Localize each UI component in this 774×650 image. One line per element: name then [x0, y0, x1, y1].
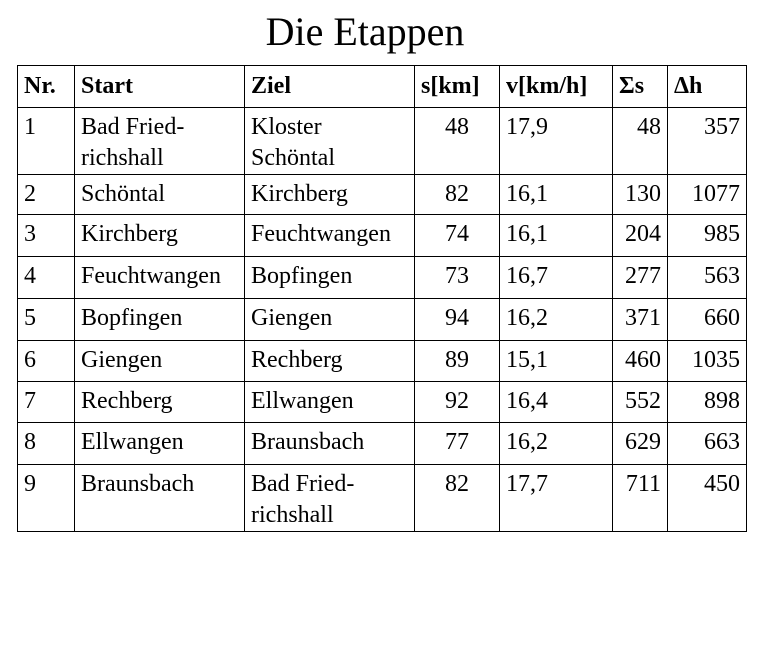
table-cell: 711 [612, 464, 668, 532]
table-row: 9 Braunsbach Bad Fried- richshall 82 17,7 711… [17, 464, 747, 532]
table-cell: Bad Fried- richshall [74, 107, 245, 175]
table-cell: 357 [667, 107, 747, 175]
table-cell: Giengen [74, 340, 245, 382]
table-cell: Kirchberg [244, 174, 415, 215]
table-cell: Bopfingen [74, 298, 245, 341]
stage-table: Nr. Start Ziel s[km] v[km/h] Σs Δh 1 Bad Fried-… [17, 65, 747, 532]
table-row: 2 Schöntal Kirchberg 82 16,1 130 1077 [17, 174, 747, 215]
table-cell: 15,1 [499, 340, 613, 382]
header-cell: Σs [612, 65, 668, 108]
table-cell: Feuchtwangen [74, 256, 245, 299]
table-row: 7 Rechberg Ellwangen 92 16,4 552 898 [17, 381, 747, 423]
header-row: Nr. Start Ziel s[km] v[km/h] Σs Δh [17, 65, 747, 108]
table-row: 4 Feuchtwangen Bopfingen 73 16,7 277 563 [17, 256, 747, 299]
table-cell: Ellwangen [74, 422, 245, 465]
table-cell: 629 [612, 422, 668, 465]
table-row: 5 Bopfingen Giengen 94 16,2 371 660 [17, 298, 747, 341]
table-row: 8 Ellwangen Braunsbach 77 16,2 629 663 [17, 422, 747, 465]
table-cell: Ellwangen [244, 381, 415, 423]
table-cell: Bad Fried- richshall [244, 464, 415, 532]
table-row: 1 Bad Fried- richshall Kloster Schöntal 48 1… [17, 107, 747, 175]
table-cell: 2 [17, 174, 75, 215]
table-cell: 74 [414, 214, 500, 257]
table-cell: 16,2 [499, 422, 613, 465]
table-cell: 660 [667, 298, 747, 341]
table-cell: 82 [414, 464, 500, 532]
table-cell: 73 [414, 256, 500, 299]
title: Die Etappen [265, 9, 465, 54]
table-cell: Rechberg [244, 340, 415, 382]
table-cell: 277 [612, 256, 668, 299]
table-cell: 9 [17, 464, 75, 532]
table-cell: 6 [17, 340, 75, 382]
table-cell: 552 [612, 381, 668, 423]
table-cell: 89 [414, 340, 500, 382]
header-cell: Ziel [244, 65, 415, 108]
table-body: 1 Bad Fried- richshall Kloster Schöntal 48 1… [17, 107, 747, 532]
header-cell: v[km/h] [499, 65, 613, 108]
table-cell: 130 [612, 174, 668, 215]
header-cell: Nr. [17, 65, 75, 108]
table-cell: 16,2 [499, 298, 613, 341]
table-cell: 16,4 [499, 381, 613, 423]
table-cell: 985 [667, 214, 747, 257]
table-cell: Rechberg [74, 381, 245, 423]
header-cell: Δh [667, 65, 747, 108]
table-cell: Kloster Schöntal [244, 107, 415, 175]
table-cell: 450 [667, 464, 747, 532]
header-cell: Start [74, 65, 245, 108]
table-cell: 563 [667, 256, 747, 299]
table-cell: Bopfingen [244, 256, 415, 299]
table-cell: 460 [612, 340, 668, 382]
table-cell: 663 [667, 422, 747, 465]
table-cell: Kirchberg [74, 214, 245, 257]
table-cell: 4 [17, 256, 75, 299]
table-cell: 1 [17, 107, 75, 175]
table-cell: 16,7 [499, 256, 613, 299]
table-cell: 371 [612, 298, 668, 341]
table-cell: Feuchtwangen [244, 214, 415, 257]
table-cell: 16,1 [499, 214, 613, 257]
table-cell: 48 [414, 107, 500, 175]
table-cell: 17,9 [499, 107, 613, 175]
table-row: 3 Kirchberg Feuchtwangen 74 16,1 204 985 [17, 214, 747, 257]
table-cell: 898 [667, 381, 747, 423]
table-row: 6 Giengen Rechberg 89 15,1 460 1035 [17, 340, 747, 382]
table-cell: 1035 [667, 340, 747, 382]
table-cell: Braunsbach [74, 464, 245, 532]
table-cell: 48 [612, 107, 668, 175]
table-cell: Braunsbach [244, 422, 415, 465]
table-cell: Schöntal [74, 174, 245, 215]
table-cell: 92 [414, 381, 500, 423]
table-cell: 16,1 [499, 174, 613, 215]
table-cell: 77 [414, 422, 500, 465]
table-cell: 94 [414, 298, 500, 341]
table-cell: Giengen [244, 298, 415, 341]
table-cell: 8 [17, 422, 75, 465]
table-cell: 5 [17, 298, 75, 341]
table-cell: 82 [414, 174, 500, 215]
table-cell: 7 [17, 381, 75, 423]
table-cell: 17,7 [499, 464, 613, 532]
header-cell: s[km] [414, 65, 500, 108]
table-cell: 204 [612, 214, 668, 257]
table-cell: 3 [17, 214, 75, 257]
table-cell: 1077 [667, 174, 747, 215]
